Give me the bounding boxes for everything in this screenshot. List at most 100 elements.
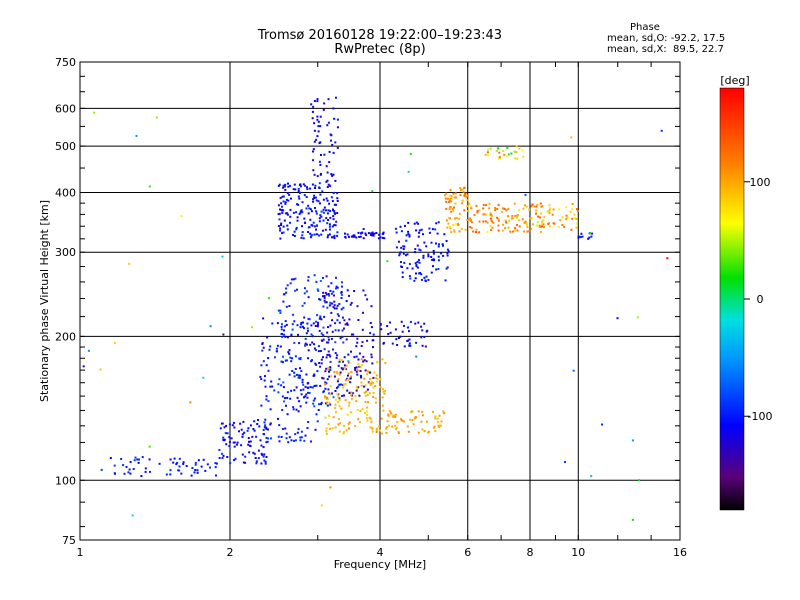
echo-point bbox=[284, 320, 287, 323]
echo-point bbox=[307, 391, 310, 394]
echo-point bbox=[233, 441, 236, 444]
echo-point bbox=[354, 367, 357, 369]
echo-point bbox=[302, 388, 305, 391]
echo-point bbox=[324, 370, 327, 373]
echo-point bbox=[325, 427, 328, 430]
echo-point bbox=[292, 408, 295, 411]
echo-point bbox=[361, 341, 364, 344]
echo-point bbox=[267, 428, 269, 431]
echo-point bbox=[340, 293, 343, 296]
echo-point bbox=[311, 386, 314, 389]
echo-point bbox=[505, 209, 508, 212]
echo-point bbox=[454, 202, 457, 205]
echo-point bbox=[194, 463, 197, 466]
echo-point bbox=[113, 464, 116, 467]
echo-point bbox=[268, 348, 271, 351]
echo-point bbox=[400, 320, 403, 323]
echo-point bbox=[303, 302, 306, 305]
echo-point bbox=[285, 323, 288, 326]
echo-point bbox=[137, 461, 140, 464]
echo-point bbox=[466, 210, 469, 212]
echo-point bbox=[506, 146, 509, 149]
echo-point bbox=[300, 393, 303, 396]
colorbar: [deg] bbox=[719, 74, 750, 511]
echo-point bbox=[364, 412, 366, 414]
echo-point bbox=[307, 317, 310, 320]
echo-point bbox=[324, 416, 327, 419]
echo-point bbox=[386, 325, 389, 327]
echo-point bbox=[349, 381, 352, 384]
echo-point bbox=[277, 225, 280, 227]
echo-point bbox=[284, 325, 287, 328]
echo-point bbox=[338, 383, 341, 386]
echo-point bbox=[347, 353, 350, 356]
echo-point bbox=[295, 211, 298, 214]
echo-point bbox=[327, 326, 329, 329]
echo-point bbox=[223, 426, 226, 429]
echo-point bbox=[321, 339, 324, 342]
echo-point bbox=[313, 233, 316, 236]
echo-point bbox=[310, 324, 313, 327]
echo-point bbox=[287, 185, 290, 188]
echo-point bbox=[275, 347, 278, 350]
echo-point bbox=[371, 231, 374, 234]
echo-point bbox=[362, 360, 365, 363]
echo-point bbox=[316, 135, 319, 138]
echo-point bbox=[325, 293, 328, 296]
echo-point bbox=[253, 452, 256, 455]
echo-point bbox=[309, 343, 312, 346]
echo-point bbox=[113, 341, 116, 344]
echo-point bbox=[400, 419, 403, 422]
echo-point bbox=[318, 298, 321, 301]
echo-point bbox=[484, 220, 487, 223]
echo-point bbox=[247, 427, 250, 430]
echo-point bbox=[315, 199, 318, 202]
echo-point bbox=[405, 239, 408, 242]
echo-point bbox=[228, 436, 231, 439]
echo-point bbox=[318, 160, 321, 163]
echo-point bbox=[173, 457, 176, 460]
echo-point bbox=[328, 150, 331, 153]
echo-point bbox=[251, 435, 254, 438]
echo-point bbox=[528, 230, 531, 233]
echo-point bbox=[535, 205, 538, 208]
echo-point bbox=[229, 462, 232, 465]
echo-point bbox=[577, 236, 580, 239]
echo-point bbox=[363, 385, 366, 388]
echo-point bbox=[333, 371, 336, 373]
echo-point bbox=[149, 470, 151, 473]
echo-point bbox=[484, 153, 487, 156]
echo-point bbox=[286, 336, 289, 339]
echo-point bbox=[326, 212, 329, 215]
echo-point bbox=[252, 428, 255, 430]
echo-point bbox=[523, 221, 526, 224]
echo-point bbox=[284, 212, 287, 215]
echo-point bbox=[314, 362, 317, 365]
echo-point bbox=[299, 389, 302, 392]
echo-point bbox=[282, 300, 285, 303]
echo-point bbox=[421, 344, 424, 347]
echo-point bbox=[313, 405, 316, 408]
echo-point bbox=[557, 225, 560, 228]
echo-point bbox=[575, 218, 578, 220]
echo-point bbox=[328, 375, 331, 378]
echo-point bbox=[135, 134, 138, 137]
echo-point bbox=[277, 204, 280, 207]
echo-point bbox=[397, 240, 400, 243]
echo-point bbox=[497, 224, 500, 227]
echo-point bbox=[332, 191, 335, 194]
echo-point bbox=[402, 252, 405, 255]
echo-point bbox=[325, 275, 328, 278]
echo-point bbox=[518, 219, 521, 222]
echo-point bbox=[565, 218, 568, 221]
echo-point bbox=[223, 438, 226, 441]
echo-point bbox=[246, 429, 249, 432]
echo-point bbox=[264, 375, 266, 378]
echo-point bbox=[346, 389, 349, 392]
echo-point bbox=[420, 325, 423, 328]
echo-point bbox=[466, 219, 469, 221]
echo-point bbox=[397, 430, 400, 433]
echo-point bbox=[304, 344, 306, 347]
echo-point bbox=[322, 108, 325, 111]
echo-point bbox=[241, 453, 244, 456]
